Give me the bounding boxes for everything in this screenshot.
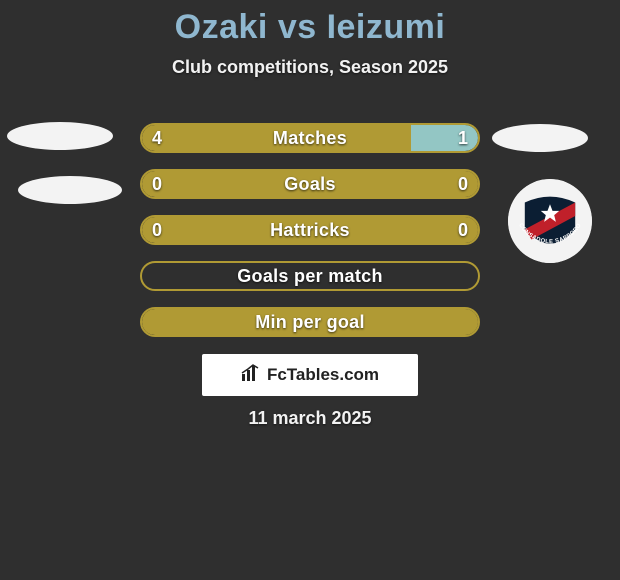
club-crest-svg: CONSADOLE SAPPORO: [508, 179, 592, 263]
bar-label: Goals: [142, 171, 478, 197]
comparison-bar: 00Goals: [140, 169, 480, 199]
brand-text: FcTables.com: [267, 365, 379, 385]
player2-placeholder: [492, 124, 588, 152]
comparison-bar: Goals per match: [140, 261, 480, 291]
player1-placeholder: [7, 122, 113, 150]
comparison-bar: 41Matches: [140, 123, 480, 153]
brand-box: FcTables.com: [202, 354, 418, 396]
date-text: 11 march 2025: [0, 408, 620, 429]
bar-label: Goals per match: [142, 263, 478, 289]
brand-bars-icon: [241, 364, 263, 387]
club-crest: CONSADOLE SAPPORO: [508, 179, 592, 263]
comparison-bars: 41Matches 00Goals 00Hattricks Goals per mat…: [140, 123, 480, 353]
page-title: Ozaki vs Ieizumi: [0, 0, 620, 47]
bar-label: Hattricks: [142, 217, 478, 243]
bar-label: Matches: [142, 125, 478, 151]
comparison-bar: Min per goal: [140, 307, 480, 337]
bar-label: Min per goal: [142, 309, 478, 335]
player1-placeholder: [18, 176, 122, 204]
page-subtitle: Club competitions, Season 2025: [0, 57, 620, 78]
comparison-bar: 00Hattricks: [140, 215, 480, 245]
